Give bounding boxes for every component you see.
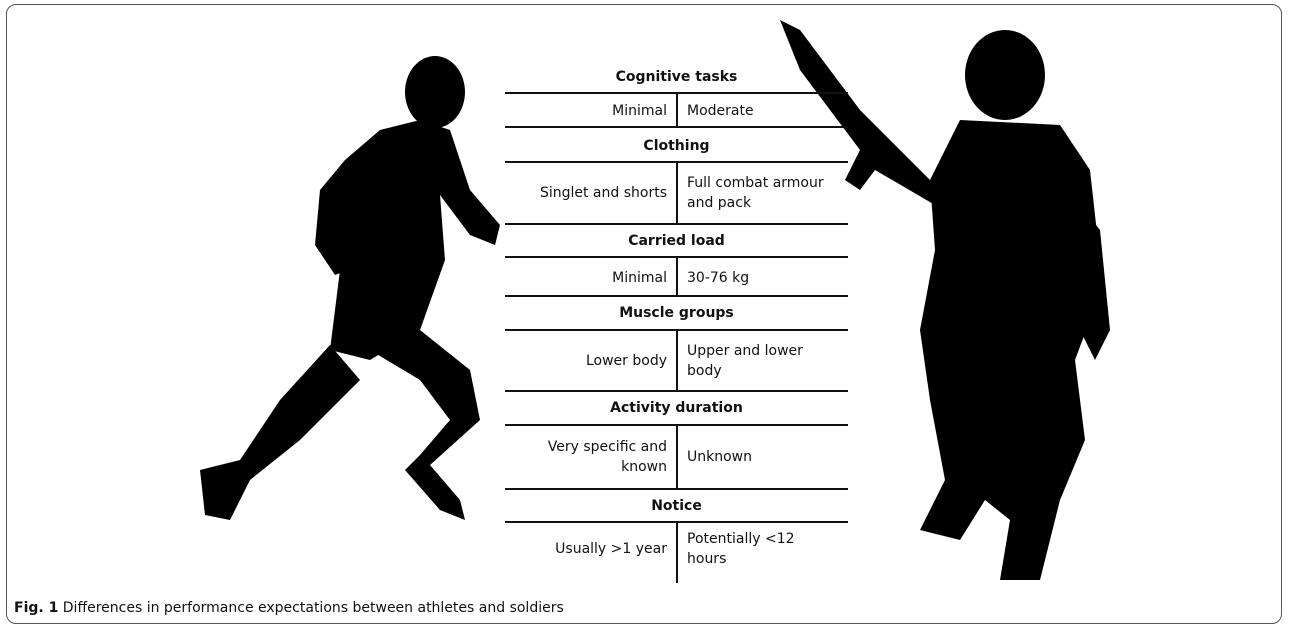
row-rule bbox=[505, 390, 848, 392]
athlete-value: Lower body bbox=[585, 353, 667, 369]
section-title: Muscle groups bbox=[619, 305, 734, 321]
soldier-silhouette bbox=[780, 20, 1110, 580]
athlete-value: Usually >1 year bbox=[555, 541, 667, 557]
athlete-value: Singlet and shorts bbox=[539, 185, 667, 201]
row-rule bbox=[505, 295, 848, 297]
column-divider bbox=[676, 425, 678, 489]
figure-caption: Fig. 1 Differences in performance expect… bbox=[14, 600, 564, 616]
athlete-value: Minimal bbox=[612, 270, 667, 286]
athlete-value: Minimal bbox=[612, 103, 667, 119]
column-divider bbox=[676, 162, 678, 224]
athlete-value: Very specific and known bbox=[547, 439, 667, 475]
soldier-value: Potentially <12 hours bbox=[687, 531, 795, 567]
soldier-value: Unknown bbox=[687, 449, 752, 465]
caption-text: Differences in performance expectations … bbox=[62, 600, 564, 616]
row-rule bbox=[505, 488, 848, 490]
section-title: Activity duration bbox=[610, 400, 743, 416]
section-title: Carried load bbox=[628, 233, 725, 249]
caption-label: Fig. 1 bbox=[14, 600, 59, 616]
column-divider bbox=[676, 330, 678, 391]
section-title: Cognitive tasks bbox=[615, 69, 738, 85]
figure-frame bbox=[6, 4, 1282, 624]
column-divider bbox=[676, 522, 678, 583]
soldier-value: Full combat armour and pack bbox=[687, 175, 824, 211]
section-title: Notice bbox=[651, 498, 702, 514]
soldier-value: Upper and lower body bbox=[687, 343, 803, 379]
soldier-value: Moderate bbox=[687, 103, 754, 119]
row-rule bbox=[505, 126, 848, 128]
row-rule bbox=[505, 223, 848, 225]
section-title: Clothing bbox=[643, 138, 710, 154]
soldier-value: 30-76 kg bbox=[687, 270, 750, 286]
runner-silhouette bbox=[200, 56, 500, 520]
column-divider bbox=[676, 93, 678, 127]
column-divider bbox=[676, 257, 678, 296]
